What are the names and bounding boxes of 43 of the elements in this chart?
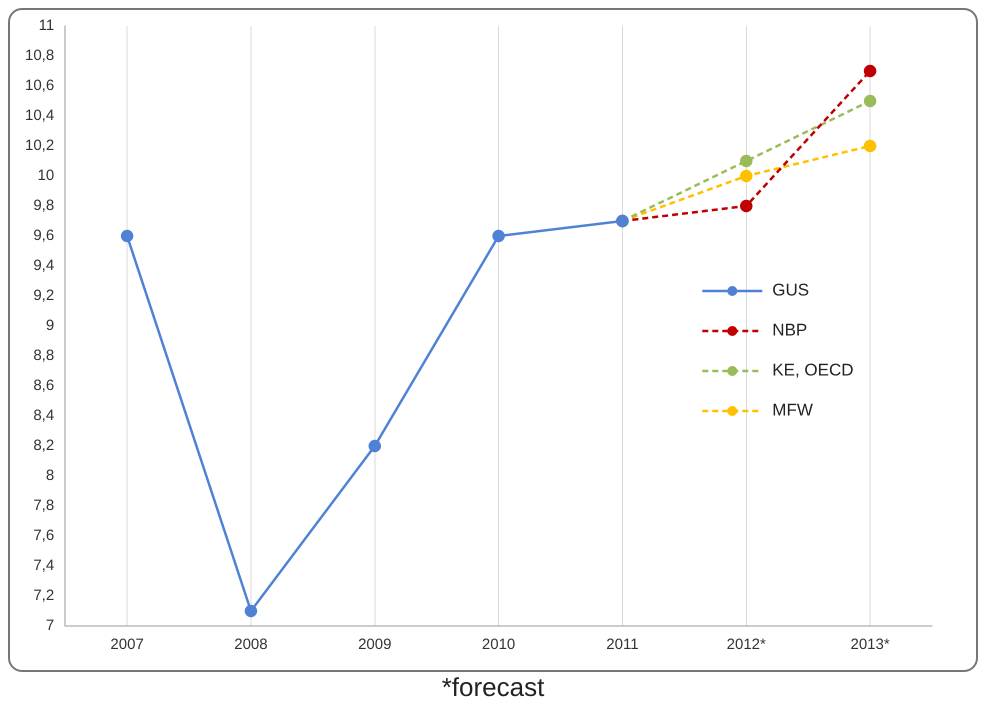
x-tick-label: 2010 bbox=[482, 636, 516, 654]
y-tick-label: 8,8 bbox=[33, 347, 54, 364]
y-tick-label: 9,4 bbox=[33, 257, 54, 274]
legend-label: NBP bbox=[772, 320, 808, 340]
x-tick-label: 2009 bbox=[358, 636, 392, 654]
point bbox=[244, 604, 258, 618]
point bbox=[740, 170, 753, 182]
y-tick-label: 7 bbox=[46, 617, 54, 634]
x-tick-label: 2012* bbox=[726, 636, 766, 654]
y-tick-label: 8 bbox=[46, 467, 54, 484]
x-tick-label: 2011 bbox=[606, 636, 639, 654]
point bbox=[864, 94, 876, 108]
y-tick-label: 7,6 bbox=[33, 527, 54, 544]
y-tick-label: 8,6 bbox=[33, 377, 54, 394]
y-tick-label: 9,6 bbox=[33, 227, 54, 244]
y-tick-label: 10 bbox=[38, 167, 54, 184]
point bbox=[864, 140, 876, 152]
y-tick-label: 8,4 bbox=[33, 407, 54, 424]
text: *forecast bbox=[440, 672, 546, 703]
y-tick-label: 9,8 bbox=[33, 197, 54, 214]
x-tick-label: 2013* bbox=[850, 636, 890, 654]
y-tick-label: 10,8 bbox=[24, 47, 54, 64]
legend-label: MFW bbox=[772, 400, 813, 420]
y-tick-label: 10,6 bbox=[24, 77, 54, 94]
y-tick-label: 7,8 bbox=[33, 497, 54, 514]
y-tick-label: 7,2 bbox=[33, 587, 54, 604]
y-tick-label: 11 bbox=[38, 17, 54, 34]
point bbox=[864, 64, 876, 78]
y-tick-label: 10,4 bbox=[24, 107, 54, 124]
legend-label: GUS bbox=[772, 280, 810, 300]
point bbox=[120, 230, 134, 242]
point bbox=[740, 200, 753, 212]
point bbox=[740, 154, 753, 168]
y-tick-label: 10,2 bbox=[24, 137, 54, 154]
x-tick-label: 2007 bbox=[110, 636, 144, 654]
point bbox=[492, 230, 505, 242]
y-tick-label: 9 bbox=[46, 317, 54, 334]
point bbox=[368, 440, 382, 452]
y-tick-label: 9,2 bbox=[33, 287, 54, 304]
y-tick-label: 8,2 bbox=[33, 437, 54, 454]
legend-label: KE, OECD bbox=[772, 360, 854, 380]
x-tick-label: 2008 bbox=[234, 636, 268, 654]
y-tick-label: 7,4 bbox=[33, 557, 54, 574]
